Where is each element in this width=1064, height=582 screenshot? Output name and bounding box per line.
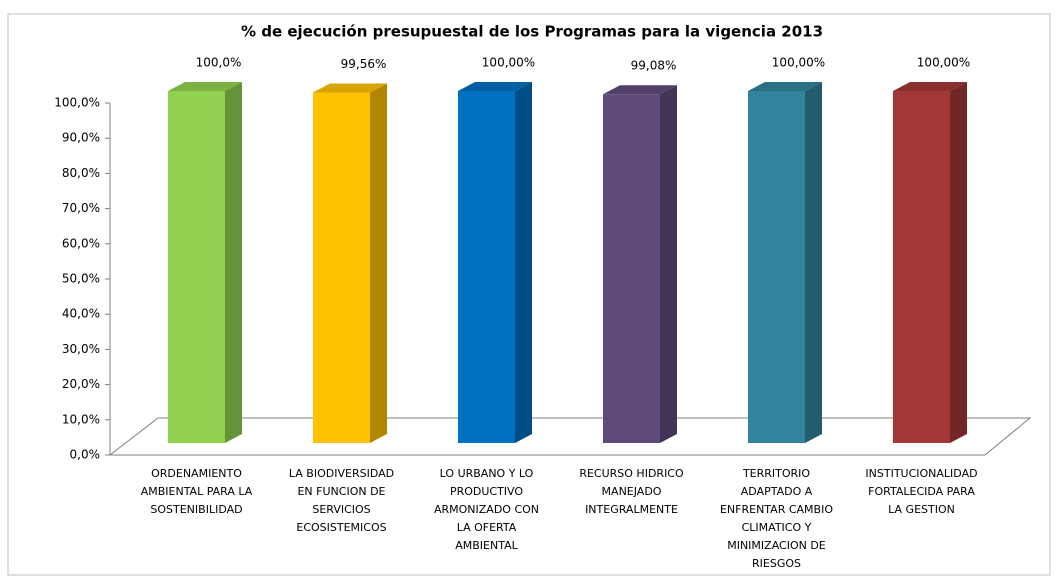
bar-front [313, 92, 370, 443]
bar-front [603, 94, 660, 443]
bar-top [168, 82, 242, 91]
bar [168, 82, 242, 443]
bar [893, 82, 967, 443]
bar [748, 82, 822, 443]
y-tick-label: 50,0% [62, 272, 100, 286]
value-label: 100,00% [482, 56, 535, 70]
bar-top [313, 83, 387, 93]
bar-side [805, 82, 822, 443]
y-tick-label: 20,0% [62, 377, 100, 391]
value-label: 100,00% [772, 56, 825, 70]
bar-front [893, 91, 950, 443]
chart-title: % de ejecución presupuestal de los Progr… [241, 23, 823, 41]
bar [603, 85, 677, 443]
x-tick-label: LA BIODIVERSIDAD EN FUNCION DE SERVICIOS EC… [289, 467, 394, 534]
y-tick-label: 70,0% [62, 201, 100, 215]
bar-side [660, 85, 677, 443]
value-label: 99,56% [341, 57, 387, 71]
bar-front [748, 91, 805, 443]
bar-top [748, 82, 822, 91]
bar-top [458, 82, 532, 91]
value-label: 99,08% [631, 59, 677, 73]
y-tick-label: 80,0% [62, 166, 100, 180]
bar-top [603, 85, 677, 95]
y-tick-label: 90,0% [62, 131, 100, 145]
x-tick-label: RECURSO HIDRICO MANEJADO INTEGRALMENTE [579, 467, 684, 516]
floor [108, 417, 1032, 456]
x-tick-label: TERRITORIO ADAPTADO A ENFRENTAR CAMBIO CLIM… [720, 467, 833, 570]
bar-side [370, 83, 387, 443]
x-tick-label: INSTITUCIONALIDAD FORTALECIDA PARA LA GEST… [865, 467, 977, 516]
bar-side [950, 82, 967, 443]
bar [313, 83, 387, 443]
y-tick-label: 60,0% [62, 236, 100, 250]
value-label: 100,0% [196, 56, 242, 70]
y-tick-label: 10,0% [62, 412, 100, 426]
x-tick-label: LO URBANO Y LO PRODUCTIVO ARMONIZADO CON LA… [434, 467, 539, 552]
y-tick-label: 100,0% [54, 96, 100, 110]
bar-front [458, 91, 515, 443]
bar-front [168, 91, 225, 443]
value-label: 100,00% [917, 56, 970, 70]
x-tick-label: ORDENAMIENTO AMBIENTAL PARA LA SOSTENIBILI… [141, 467, 253, 516]
y-tick-label: 40,0% [62, 307, 100, 321]
bar-top [893, 82, 967, 91]
y-tick-label: 0,0% [70, 448, 101, 462]
y-tick-label: 30,0% [62, 342, 100, 356]
bar [458, 82, 532, 443]
bar-side [515, 82, 532, 443]
bar-side [225, 82, 242, 443]
